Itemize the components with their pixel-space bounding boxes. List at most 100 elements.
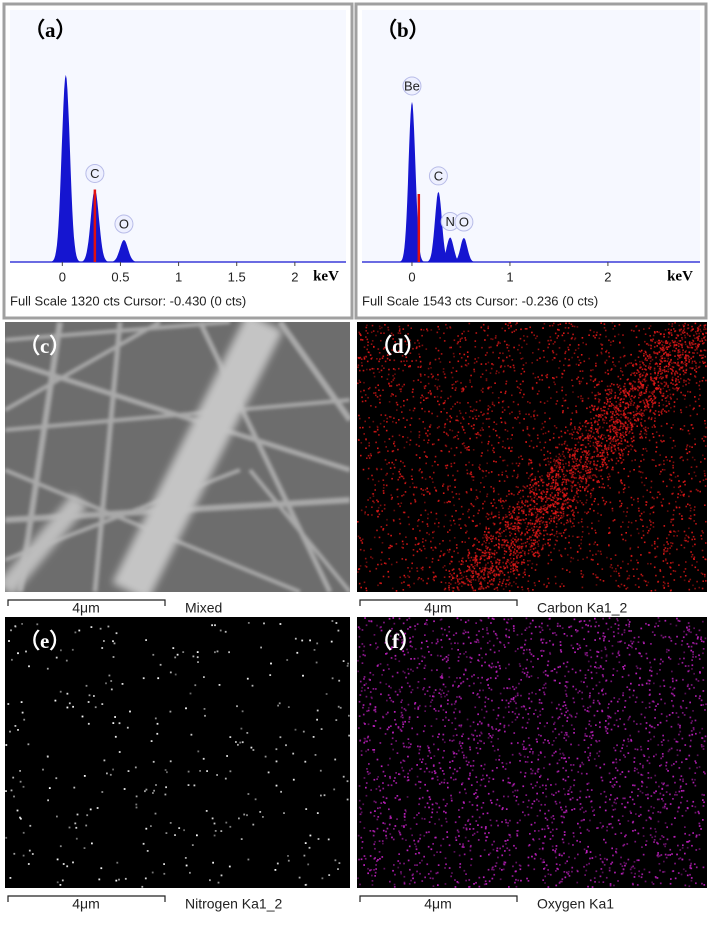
- map-dot: [587, 457, 589, 459]
- map-dot: [620, 368, 622, 370]
- map-dot: [378, 507, 380, 509]
- map-dot: [549, 474, 551, 476]
- map-dot: [383, 420, 385, 422]
- map-dot: [457, 343, 459, 345]
- map-dot: [641, 477, 643, 479]
- map-dot: [482, 569, 484, 571]
- map-dot: [616, 420, 618, 422]
- map-dot: [452, 577, 454, 579]
- map-dot: [520, 507, 522, 509]
- map-dot: [664, 348, 666, 350]
- map-dot: [595, 398, 597, 400]
- map-dot: [517, 404, 519, 406]
- map-dot: [563, 466, 565, 468]
- map-dot: [672, 424, 674, 426]
- map-dot: [403, 478, 405, 480]
- map-dot: [617, 409, 619, 411]
- map-dot: [705, 328, 707, 330]
- map-dot: [559, 347, 561, 349]
- map-dot: [696, 368, 698, 370]
- map-dot: [513, 494, 515, 496]
- map-dot: [654, 342, 656, 344]
- map-dot: [657, 491, 659, 493]
- map-dot: [600, 466, 602, 468]
- map-dot: [519, 552, 521, 554]
- map-dot: [638, 379, 640, 381]
- map-dot: [371, 506, 373, 508]
- map-dot: [443, 368, 445, 370]
- map-dot: [565, 463, 567, 465]
- map-dot: [542, 522, 544, 524]
- map-dot: [365, 506, 367, 508]
- map-dot: [527, 560, 529, 562]
- map-dot: [389, 416, 391, 418]
- map-dot: [657, 374, 659, 376]
- map-dot: [694, 396, 696, 398]
- map-dot: [428, 368, 430, 370]
- map-dot: [400, 523, 402, 525]
- map-dot: [679, 340, 681, 342]
- map-dot: [616, 417, 618, 419]
- map-dot: [501, 505, 503, 507]
- map-dot: [600, 514, 602, 516]
- map-dot: [579, 436, 581, 438]
- map-dot: [584, 464, 586, 466]
- map-dot: [498, 546, 500, 548]
- map-dot: [687, 355, 689, 357]
- map-dot: [530, 490, 532, 492]
- map-dot: [451, 579, 453, 581]
- map-dot: [641, 350, 643, 352]
- map-dot: [400, 473, 402, 475]
- map-dot: [527, 336, 529, 338]
- map-dot: [451, 372, 453, 374]
- map-dot: [531, 523, 533, 525]
- map-dot: [493, 569, 495, 571]
- map-dot: [472, 570, 474, 572]
- map-dot: [418, 543, 420, 545]
- map-dot: [635, 363, 637, 365]
- map-dot: [631, 429, 633, 431]
- map-dot: [608, 352, 610, 354]
- map-dot: [482, 391, 484, 393]
- map-dot: [364, 357, 366, 359]
- map-dot: [551, 477, 553, 479]
- map-dot: [518, 520, 520, 522]
- map-dot: [627, 412, 629, 414]
- map-dot: [664, 583, 666, 585]
- map-dot: [564, 443, 566, 445]
- map-dot: [516, 380, 518, 382]
- map-dot: [601, 410, 603, 412]
- map-dot: [699, 587, 701, 589]
- map-dot: [362, 427, 364, 429]
- map-dot: [503, 544, 505, 546]
- map-dot: [435, 456, 437, 458]
- map-dot: [517, 517, 519, 519]
- map-dot: [550, 520, 552, 522]
- map-dot: [477, 548, 479, 550]
- map-dot: [575, 450, 577, 452]
- map-dot: [532, 489, 534, 491]
- map-dot: [502, 472, 504, 474]
- map-dot: [421, 472, 423, 474]
- map-dot: [645, 427, 647, 429]
- map-dot: [474, 371, 476, 373]
- map-dot: [606, 450, 608, 452]
- map-dot: [95, 706, 97, 708]
- map-dot: [613, 357, 615, 359]
- map-dot: [518, 457, 520, 459]
- map-dot: [562, 479, 564, 481]
- map-dot: [686, 446, 688, 448]
- map-dot: [480, 550, 482, 552]
- map-dot: [378, 361, 380, 363]
- map-dot: [598, 406, 600, 408]
- map-dot: [393, 520, 395, 522]
- map-dot: [248, 859, 250, 861]
- map-dot: [373, 392, 375, 394]
- map-dot: [563, 474, 565, 476]
- map-dot: [671, 332, 673, 334]
- map-dot: [690, 579, 692, 581]
- map-dot: [360, 391, 362, 393]
- map-dot: [694, 338, 696, 340]
- map-dot: [47, 799, 49, 801]
- map-dot: [657, 538, 659, 540]
